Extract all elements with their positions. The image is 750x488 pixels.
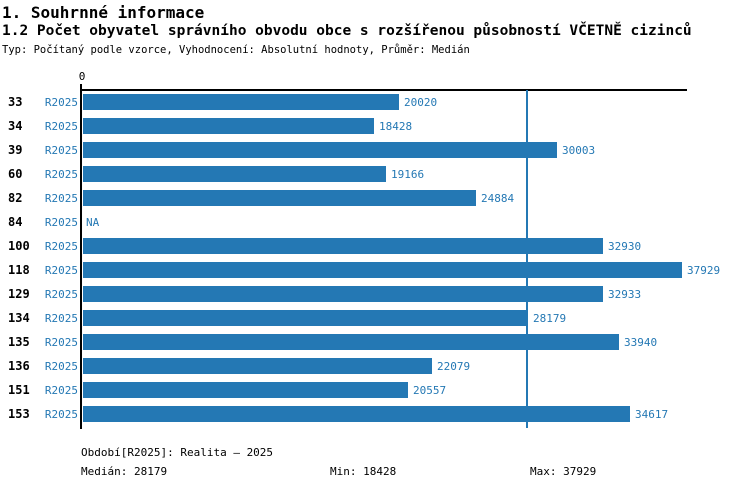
- bar: [83, 334, 619, 350]
- bar: [83, 166, 386, 182]
- bar-value-label: 32933: [608, 288, 642, 301]
- row-category-label: 39: [8, 143, 23, 157]
- row-category-label: 84: [8, 215, 23, 229]
- row-series-label: R2025: [44, 408, 78, 421]
- row-category-label: 153: [8, 407, 30, 421]
- bar-na-label: NA: [86, 216, 100, 229]
- row-series-label: R2025: [44, 216, 78, 229]
- bar-value-label: 34617: [635, 408, 669, 421]
- bar: [83, 262, 682, 278]
- bar: [83, 238, 603, 254]
- row-series-label: R2025: [44, 144, 78, 157]
- bar-value-label: 20020: [404, 96, 438, 109]
- report-section-title: 1. Souhrnné informace: [2, 3, 205, 22]
- row-category-label: 129: [8, 287, 30, 301]
- row-category-label: 82: [8, 191, 23, 205]
- axis-top-line: [80, 89, 687, 91]
- row-series-label: R2025: [44, 312, 78, 325]
- bar: [83, 382, 408, 398]
- row-category-label: 136: [8, 359, 30, 373]
- row-series-label: R2025: [44, 120, 78, 133]
- row-series-label: R2025: [44, 384, 78, 397]
- bar-value-label: 30003: [562, 144, 596, 157]
- row-series-label: R2025: [44, 336, 78, 349]
- bar: [83, 190, 476, 206]
- bar: [83, 118, 374, 134]
- row-category-label: 118: [8, 263, 30, 277]
- row-series-label: R2025: [44, 192, 78, 205]
- footer-period-label: Období[R2025]: Realita – 2025: [81, 446, 274, 459]
- bar-value-label: 18428: [379, 120, 413, 133]
- row-category-label: 151: [8, 383, 30, 397]
- bar: [83, 142, 557, 158]
- bar-value-label: 22079: [437, 360, 471, 373]
- row-series-label: R2025: [44, 264, 78, 277]
- row-category-label: 33: [8, 95, 23, 109]
- bar-value-label: 24884: [481, 192, 515, 205]
- footer-min-label: Min: 18428: [330, 465, 397, 478]
- bar: [83, 358, 432, 374]
- footer-median-label: Medián: 28179: [81, 465, 168, 478]
- row-series-label: R2025: [44, 96, 78, 109]
- bar-value-label: 28179: [533, 312, 567, 325]
- row-category-label: 135: [8, 335, 30, 349]
- row-series-label: R2025: [44, 360, 78, 373]
- row-category-label: 34: [8, 119, 23, 133]
- axis-zero-tick-label: 0: [78, 70, 86, 83]
- y-axis-line: [80, 84, 82, 429]
- row-category-label: 134: [8, 311, 30, 325]
- row-series-label: R2025: [44, 240, 78, 253]
- bar: [83, 94, 399, 110]
- chart-subtitle: Typ: Počítaný podle vzorce, Vyhodnocení:…: [2, 44, 470, 56]
- chart-title: 1.2 Počet obyvatel správního obvodu obce…: [2, 23, 692, 39]
- footer-max-label: Max: 37929: [530, 465, 597, 478]
- bar-value-label: 33940: [624, 336, 658, 349]
- bar: [83, 310, 528, 326]
- bar-value-label: 32930: [608, 240, 642, 253]
- row-series-label: R2025: [44, 168, 78, 181]
- bar-value-label: 37929: [687, 264, 721, 277]
- bar: [83, 406, 630, 422]
- row-series-label: R2025: [44, 288, 78, 301]
- bar: [83, 286, 603, 302]
- median-reference-line: [526, 90, 528, 428]
- bar-value-label: 19166: [391, 168, 425, 181]
- row-category-label: 100: [8, 239, 30, 253]
- row-category-label: 60: [8, 167, 23, 181]
- bar-value-label: 20557: [413, 384, 447, 397]
